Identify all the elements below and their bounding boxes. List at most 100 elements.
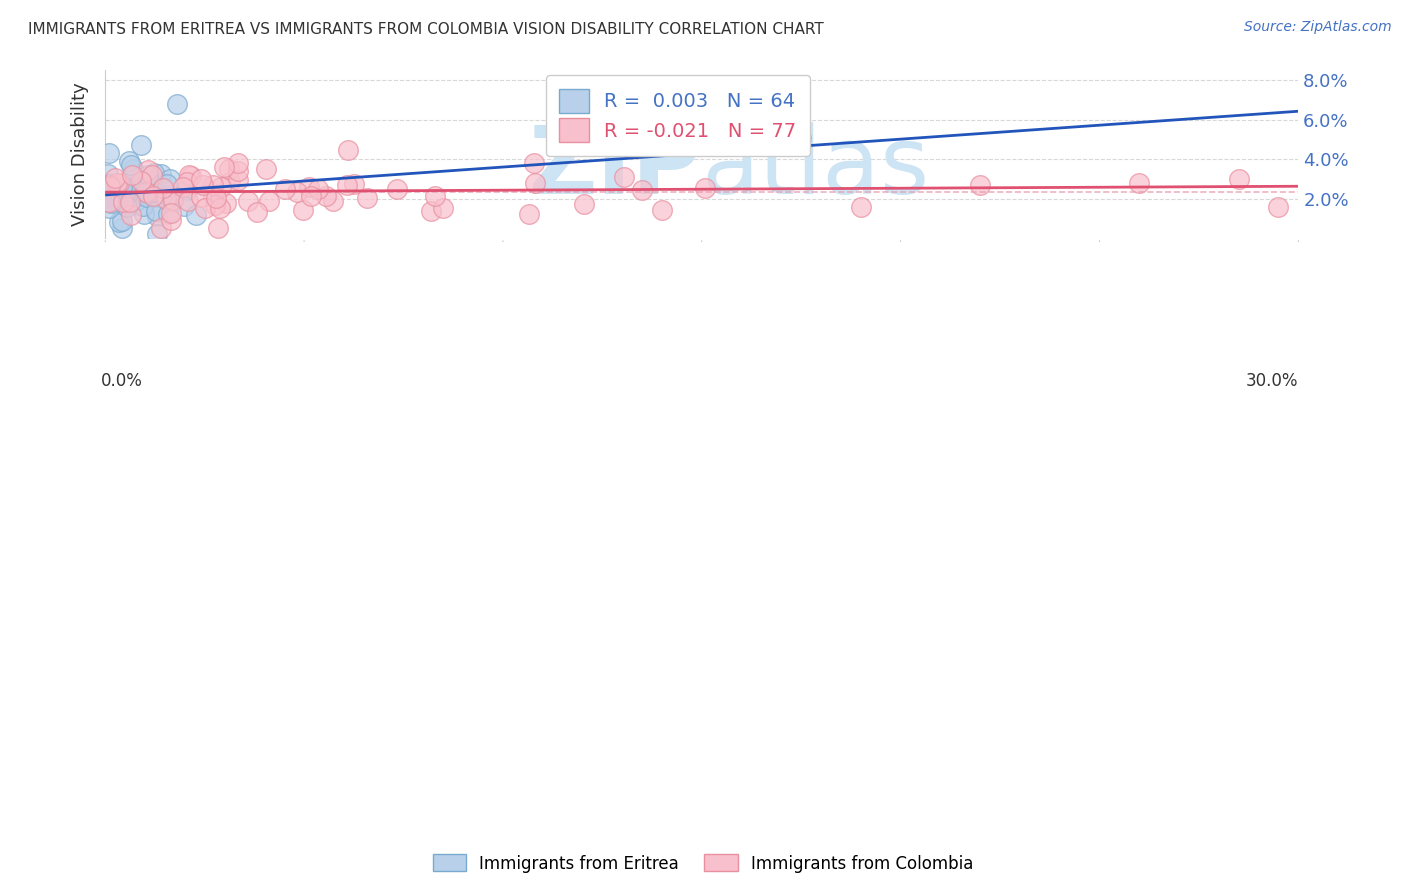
Point [523,155,546,169]
Point [131,182,153,196]
Point [104,193,127,207]
Point [307,182,329,196]
Text: ZIP: ZIP [529,121,702,214]
Point [155,192,177,206]
Point [146,210,169,224]
Point [132,199,155,213]
Point [129,174,152,188]
Point [107,176,129,190]
Y-axis label: Vision Disability: Vision Disability [72,82,89,227]
Point [136,169,159,183]
Point [117,186,139,200]
Point [790,130,813,145]
Point [173,199,195,213]
Point [100,195,122,210]
Point [120,208,142,222]
Point [114,184,136,198]
Point [1227,172,1250,186]
Point [205,191,228,205]
Point [218,161,240,176]
Point [152,187,174,202]
Point [129,138,152,153]
Point [152,181,174,195]
Point [419,204,441,219]
Point [150,221,173,235]
Point [207,221,229,235]
Point [1267,200,1289,214]
Point [236,194,259,208]
Point [162,193,184,207]
Point [110,184,132,198]
Point [120,157,142,171]
Point [202,178,225,193]
Point [423,189,446,203]
Point [254,161,277,176]
Point [122,161,145,176]
Point [111,179,134,194]
Point [274,182,297,196]
Point [111,194,134,209]
Point [160,205,183,219]
Point [177,194,200,208]
Point [125,194,148,208]
Point [299,189,322,203]
Point [336,178,359,193]
Point [226,164,249,178]
Point [136,186,159,201]
Text: atlas: atlas [702,121,929,214]
Point [1128,176,1150,190]
Point [101,191,124,205]
Point [146,227,169,242]
Point [135,185,157,199]
Point [201,187,224,202]
Point [115,200,138,214]
Point [107,176,129,190]
Point [121,168,143,182]
Point [117,186,139,201]
Point [104,188,127,202]
Point [208,201,231,215]
Point [517,207,540,221]
Point [226,155,249,169]
Point [156,178,179,192]
Point [143,166,166,180]
Point [111,221,134,235]
Point [118,153,141,168]
Text: Source: ZipAtlas.com: Source: ZipAtlas.com [1244,20,1392,34]
Point [107,194,129,209]
Point [104,171,127,186]
Text: 30.0%: 30.0% [1246,372,1298,391]
Point [215,196,238,211]
Point [356,191,378,205]
Point [969,178,991,192]
Point [149,190,172,204]
Point [103,189,125,203]
Point [118,194,141,209]
Point [176,183,198,197]
Point [160,213,183,227]
Point [98,186,121,201]
Point [107,183,129,197]
Point [574,197,596,211]
Point [172,179,194,194]
Point [177,168,200,182]
Point [385,182,408,196]
Point [292,203,315,218]
Point [125,184,148,198]
Point [176,175,198,189]
Point [322,194,344,209]
Point [122,192,145,206]
Point [98,146,121,161]
Point [315,188,337,202]
Point [190,172,212,186]
Point [298,180,321,194]
Legend: Immigrants from Eritrea, Immigrants from Colombia: Immigrants from Eritrea, Immigrants from… [426,847,980,880]
Point [259,194,281,209]
Point [630,183,652,197]
Point [166,97,188,112]
Point [134,186,156,201]
Point [180,169,202,184]
Point [342,177,364,191]
Point [214,160,236,174]
Point [107,193,129,207]
